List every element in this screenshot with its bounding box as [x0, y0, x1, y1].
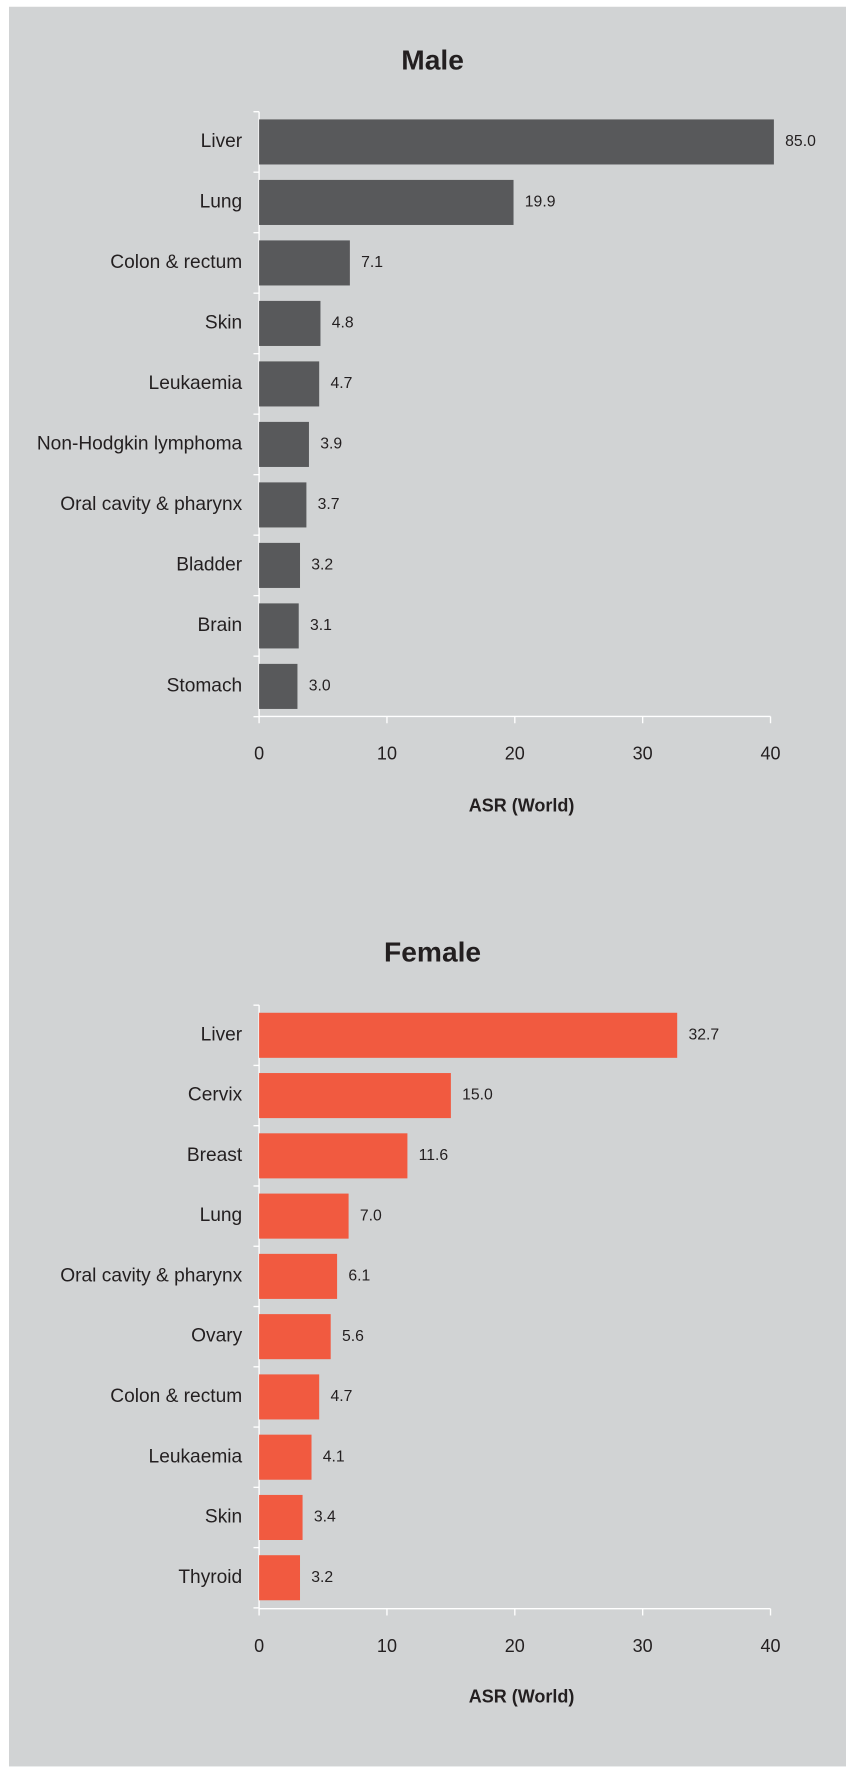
bar	[259, 1253, 338, 1299]
bar	[259, 179, 514, 225]
category-label: Colon & rectum	[110, 252, 242, 273]
bar	[259, 1012, 678, 1058]
value-label: 15.0	[462, 1087, 493, 1104]
category-label: Lung	[200, 192, 243, 213]
bar	[259, 240, 350, 286]
x-tick-label: 10	[377, 1636, 397, 1656]
category-label: Cervix	[188, 1085, 243, 1106]
category-label: Bladder	[176, 554, 243, 575]
category-label: Skin	[205, 1507, 242, 1528]
value-label: 85.0	[785, 133, 816, 150]
bar	[259, 300, 321, 346]
value-label: 5.6	[342, 1328, 364, 1345]
value-label: 3.2	[311, 557, 333, 574]
bars	[259, 119, 774, 709]
x-tick-label: 40	[761, 744, 781, 764]
value-label: 3.1	[310, 617, 332, 634]
bar	[259, 1073, 451, 1119]
value-label: 11.6	[419, 1147, 449, 1164]
category-label: Oral cavity & pharynx	[60, 1265, 242, 1286]
value-label: 6.1	[348, 1268, 370, 1285]
x-tick-label: 20	[505, 1636, 525, 1656]
value-label: 4.1	[323, 1448, 345, 1465]
bar	[259, 421, 309, 467]
bar	[259, 1555, 301, 1601]
bar	[259, 119, 774, 165]
bar	[259, 663, 298, 709]
category-label: Leukaemia	[149, 373, 243, 394]
bar	[259, 1434, 312, 1480]
x-tick-label: 30	[633, 1636, 653, 1656]
x-tick-label: 0	[254, 1636, 264, 1656]
value-label: 3.0	[309, 678, 331, 695]
bar	[259, 542, 301, 588]
x-tick-label: 0	[254, 744, 264, 764]
category-label: Skin	[205, 312, 242, 333]
category-label: Thyroid	[178, 1567, 242, 1588]
bar	[259, 361, 320, 407]
chart-title: Male	[401, 44, 464, 75]
bars	[259, 1012, 678, 1601]
category-label: Liver	[201, 1024, 243, 1045]
category-label: Liver	[201, 131, 243, 152]
value-label: 7.1	[361, 254, 383, 271]
bar	[259, 1494, 303, 1540]
category-label: Non-Hodgkin lymphoma	[37, 433, 243, 454]
x-tick-label: 20	[505, 744, 525, 764]
x-tick-label: 30	[633, 744, 653, 764]
x-axis-label: ASR (World)	[469, 1686, 575, 1706]
bar	[259, 603, 299, 649]
value-label: 4.8	[332, 315, 354, 332]
value-label: 19.9	[525, 194, 556, 211]
category-label: Breast	[187, 1145, 243, 1166]
bar	[259, 482, 307, 528]
value-label: 4.7	[330, 1388, 352, 1405]
value-label: 3.7	[318, 496, 340, 513]
x-axis-label: ASR (World)	[469, 795, 575, 815]
category-label: Oral cavity & pharynx	[60, 494, 242, 515]
bar	[259, 1374, 320, 1420]
x-tick-label: 10	[377, 744, 397, 764]
value-label: 32.7	[688, 1026, 719, 1043]
bar	[259, 1314, 331, 1360]
category-label: Ovary	[191, 1326, 242, 1347]
background	[9, 6, 846, 1767]
value-label: 7.0	[360, 1207, 382, 1224]
category-label: Leukaemia	[149, 1446, 243, 1467]
bar	[259, 1133, 408, 1179]
category-label: Colon & rectum	[110, 1386, 242, 1407]
value-label: 3.4	[314, 1509, 336, 1526]
value-label: 4.7	[330, 375, 352, 392]
bar	[259, 1193, 349, 1239]
category-label: Lung	[200, 1205, 243, 1226]
category-label: Stomach	[167, 675, 243, 696]
value-label: 3.2	[311, 1569, 333, 1586]
chart-title: Female	[384, 937, 481, 968]
category-label: Brain	[198, 615, 243, 636]
value-label: 3.9	[320, 436, 342, 453]
x-tick-label: 40	[761, 1636, 781, 1656]
